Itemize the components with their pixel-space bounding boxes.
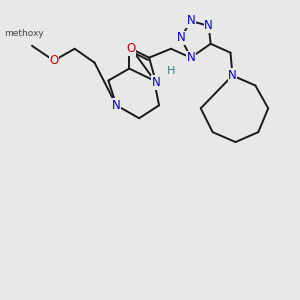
Text: N: N <box>152 76 161 89</box>
Text: H: H <box>167 66 175 76</box>
Text: O: O <box>127 42 136 55</box>
Text: N: N <box>204 20 213 32</box>
Text: O: O <box>49 54 58 67</box>
Text: N: N <box>176 31 185 44</box>
Text: N: N <box>186 51 195 64</box>
Text: N: N <box>186 14 195 27</box>
Text: N: N <box>228 69 237 82</box>
Text: methoxy: methoxy <box>4 29 44 38</box>
Text: N: N <box>112 99 121 112</box>
